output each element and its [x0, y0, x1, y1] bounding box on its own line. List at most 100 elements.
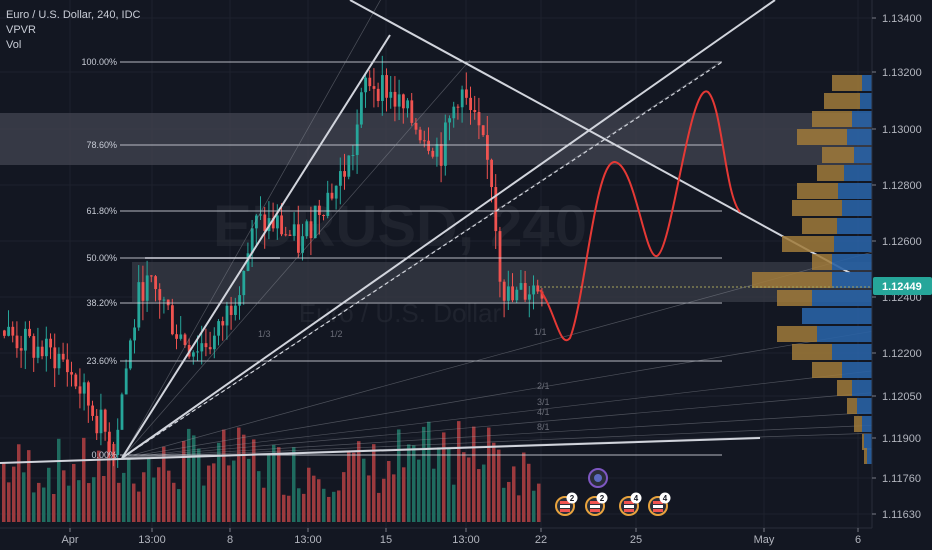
volume-bar [517, 495, 521, 522]
count-bubble [630, 492, 642, 504]
fib-level-label: 50.00% [86, 253, 117, 263]
price-tick-label: 1.13200 [882, 67, 922, 79]
volume-bar [117, 482, 121, 522]
gann-fan-line [121, 369, 881, 459]
candle-body [234, 305, 237, 315]
fib-level-label: 100.00% [81, 57, 117, 67]
candle-body [410, 100, 414, 123]
candle-body [7, 326, 10, 336]
vpvr-indicator-label[interactable]: VPVR [6, 24, 36, 36]
volume-bars [2, 421, 541, 522]
volume-bar [462, 452, 466, 522]
volume-bar [22, 472, 26, 522]
candle-body [129, 340, 132, 369]
candle-body [301, 236, 304, 253]
volume-bar [477, 469, 481, 522]
volume-bar [297, 488, 301, 522]
time-axis: Apr 13:00 8 13:00 15 13:00 22 25 May 6 [0, 527, 932, 550]
volume-bar [362, 458, 366, 522]
candle-body [435, 144, 439, 157]
volume-bar [467, 457, 471, 522]
volume-bar [187, 428, 191, 522]
candle-body [204, 343, 208, 348]
count-bubble [566, 492, 578, 504]
fib-level-label: 0.00% [91, 450, 117, 460]
fib-level-label: 23.60% [86, 356, 117, 366]
candle-body [99, 409, 103, 434]
volume-bar [387, 460, 391, 522]
volume-bar [177, 489, 181, 522]
event-badge[interactable]: 2 [585, 492, 608, 516]
event-badge[interactable]: 4 [619, 492, 642, 516]
gann-fan-label: 1/1 [534, 327, 547, 337]
volume-bar [372, 444, 376, 522]
vpvr-bar-up [817, 326, 872, 342]
candle-body [15, 335, 19, 349]
volume-bar [377, 492, 381, 522]
volume-bar [272, 444, 276, 522]
fib-level-label: 78.60% [86, 140, 117, 150]
vpvr-bar-down [864, 448, 867, 464]
candle-body [82, 382, 86, 394]
volume-bar [312, 475, 316, 522]
candle-body [124, 368, 128, 395]
price-tick-label: 1.13400 [882, 13, 922, 25]
candle-body [368, 77, 372, 87]
candle-body [460, 89, 464, 108]
candle-body [339, 171, 342, 186]
candle-body [213, 335, 216, 350]
candle-body [154, 276, 157, 290]
time-axis-bg [0, 528, 932, 550]
volume-bar [237, 427, 241, 522]
volume-bar [222, 429, 226, 522]
volume-bar [102, 475, 106, 522]
volume-bar [502, 487, 506, 522]
candle-body [103, 409, 107, 432]
volume-bar [247, 458, 251, 522]
candle-body [53, 347, 57, 369]
gann-fan: 1/3 1/2 1/1 2/1 3/14/1 8/1 [121, 0, 881, 459]
candle-body [32, 336, 36, 358]
volume-bar [152, 477, 156, 522]
candle-body [133, 327, 136, 341]
price-candles [3, 55, 544, 468]
volume-bar [287, 495, 291, 522]
candle-body [11, 326, 15, 336]
volume-bar [72, 463, 76, 522]
candle-body [347, 155, 351, 177]
volume-bar [242, 434, 246, 522]
candle-body [540, 291, 544, 299]
volume-bar [412, 445, 416, 522]
symbol-title[interactable]: Euro / U.S. Dollar, 240, IDC [6, 9, 141, 21]
fib-retracement: 100.00% 78.60% 61.80% 50.00% 38.20% 23.60% 0.0… [81, 57, 722, 460]
candle-body [183, 334, 187, 346]
volume-bar [132, 483, 136, 522]
time-tick-label: Apr [61, 534, 78, 546]
volume-bar [492, 442, 496, 522]
candle-body [208, 347, 212, 350]
volume-bar [397, 429, 401, 522]
candle-body [511, 286, 514, 301]
volume-indicator-label[interactable]: Vol [6, 39, 22, 51]
vpvr-bar-up [834, 236, 872, 252]
price-tick-label: 1.12050 [882, 391, 922, 403]
candle-body [162, 299, 166, 301]
candle-body [376, 88, 380, 101]
volume-bar [442, 432, 446, 522]
event-badge[interactable]: 4 [648, 492, 671, 516]
flag-stripe [624, 501, 634, 504]
candle-body [469, 97, 472, 111]
volume-bar [262, 487, 266, 522]
event-badge[interactable]: 2 [555, 492, 578, 516]
candle-body [74, 374, 78, 387]
flag-stripe [653, 505, 663, 508]
candle-body [49, 338, 52, 348]
volume-bar [252, 439, 256, 522]
volume-bar [197, 448, 201, 522]
vpvr-bar-up [802, 308, 872, 324]
time-tick-label: 13:00 [452, 534, 480, 546]
candle-body [87, 382, 90, 406]
vpvr-bar-up [837, 218, 872, 234]
candle-body [259, 214, 262, 216]
